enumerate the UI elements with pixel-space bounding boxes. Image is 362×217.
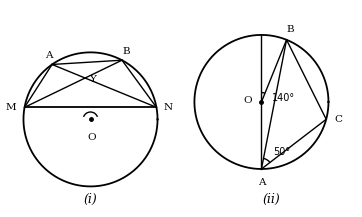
Text: (i): (i) (84, 193, 97, 206)
Text: Y: Y (89, 75, 96, 84)
Text: O: O (88, 133, 96, 142)
Text: A: A (45, 51, 52, 60)
Text: B: B (286, 25, 294, 35)
Text: (ii): (ii) (262, 193, 281, 206)
Text: 140°: 140° (272, 93, 295, 103)
Text: M: M (6, 103, 17, 112)
Text: O: O (243, 96, 252, 105)
Text: A: A (258, 178, 265, 187)
Text: N: N (163, 103, 172, 112)
Text: B: B (123, 47, 130, 56)
Text: 50°: 50° (274, 146, 291, 156)
Text: C: C (334, 115, 342, 124)
